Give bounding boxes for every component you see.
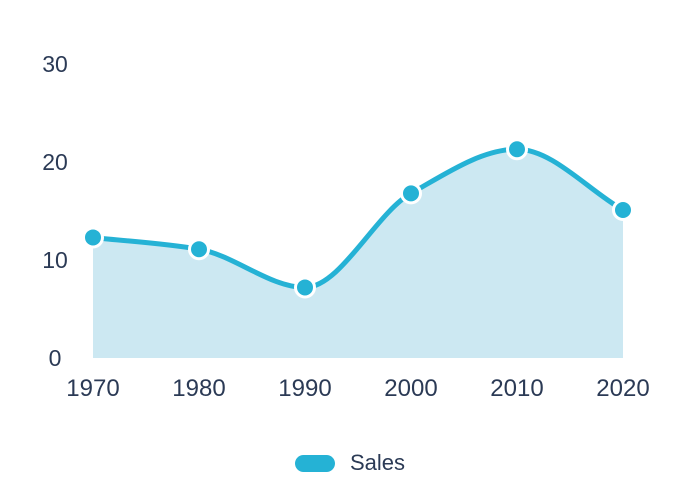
data-point-1980[interactable] [188,238,210,261]
x-axis-tick-label: 2000 [384,375,437,402]
x-axis-tick-label: 2010 [490,375,543,402]
data-point-2020[interactable] [612,199,634,222]
x-axis-tick-label: 1970 [66,375,119,402]
data-point-1970[interactable] [82,226,104,249]
data-point-1990[interactable] [294,276,316,299]
y-axis-tick-label: 30 [42,51,68,77]
legend-item-sales[interactable]: Sales [294,450,406,475]
y-axis-tick-label: 20 [42,149,68,175]
x-axis-tick-label: 1980 [172,375,225,402]
x-axis-tick-label: 1990 [278,375,331,402]
data-point-2000[interactable] [400,182,422,205]
data-point-2010[interactable] [506,138,528,161]
area-fill-path [93,149,623,358]
y-axis-tick-label: 10 [42,247,68,273]
chart-legend: Sales [0,452,700,474]
x-axis-tick-label: 2020 [596,375,649,402]
legend-label: Sales [349,450,406,475]
y-axis-tick-label: 0 [49,345,62,371]
legend-marker-pill [294,454,335,472]
